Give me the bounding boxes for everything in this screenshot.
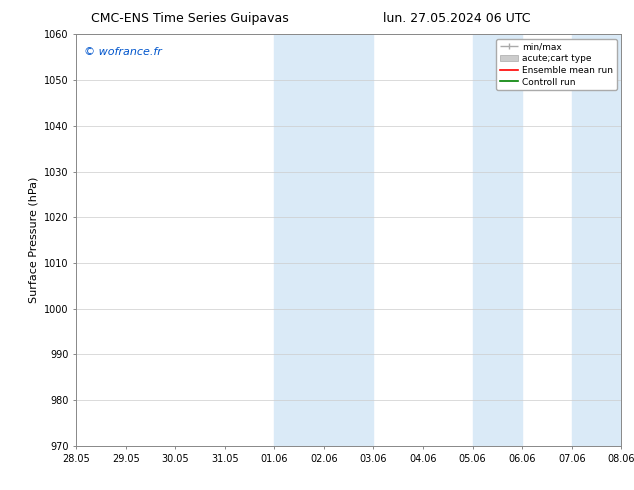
Bar (572, 34, 621, 446)
Bar (472, 34, 522, 446)
Text: lun. 27.05.2024 06 UTC: lun. 27.05.2024 06 UTC (383, 12, 530, 25)
Bar (275, 34, 373, 446)
Text: © wofrance.fr: © wofrance.fr (84, 47, 162, 57)
Y-axis label: Surface Pressure (hPa): Surface Pressure (hPa) (29, 177, 38, 303)
Text: CMC-ENS Time Series Guipavas: CMC-ENS Time Series Guipavas (91, 12, 289, 25)
Legend: min/max, acute;cart type, Ensemble mean run, Controll run: min/max, acute;cart type, Ensemble mean … (496, 39, 617, 90)
